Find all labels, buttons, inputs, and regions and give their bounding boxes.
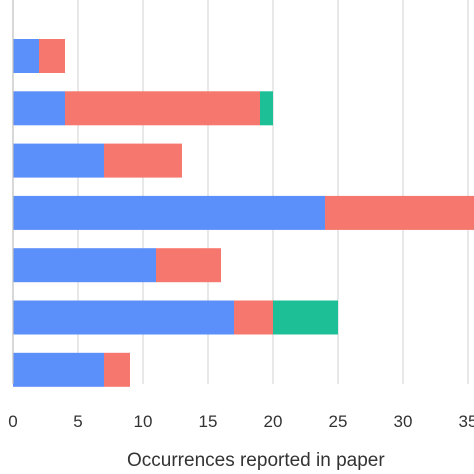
x-tick-label-7: 35 (459, 412, 474, 431)
bar-row7-series2 (104, 352, 130, 387)
bar-row3-series1 (13, 143, 104, 178)
x-tick-label-6: 30 (394, 412, 413, 431)
bar-row2-series3 (260, 91, 273, 126)
x-tick-label-1: 5 (73, 412, 82, 431)
bar-row6-series1 (13, 300, 234, 335)
bar-row7-series1 (13, 352, 104, 387)
x-axis-title: Occurrences reported in paper (127, 450, 385, 471)
bar-row4-series2 (325, 195, 474, 230)
bar-row6-series2 (234, 300, 273, 335)
bar-row1-series2 (39, 39, 65, 73)
x-tick-label-4: 20 (264, 412, 283, 431)
bar-row2-series1 (13, 91, 65, 126)
gridlines (77, 0, 469, 384)
x-tick-label-3: 15 (199, 412, 218, 431)
x-tick-labels: 0 5 10 15 20 25 30 35 (8, 412, 474, 431)
bar-row6-series3 (273, 300, 338, 335)
x-tick-label-0: 0 (8, 412, 17, 431)
bar-row3-series2 (104, 143, 182, 178)
bars (13, 39, 474, 387)
bar-row5-series2 (156, 248, 221, 283)
bar-row4-series1 (13, 195, 325, 230)
bar-row2-series2 (65, 91, 260, 126)
x-tick-label-2: 10 (134, 412, 153, 431)
bar-row1-series1 (13, 39, 39, 73)
bar-row5-series1 (13, 248, 156, 283)
x-tick-label-5: 25 (329, 412, 348, 431)
